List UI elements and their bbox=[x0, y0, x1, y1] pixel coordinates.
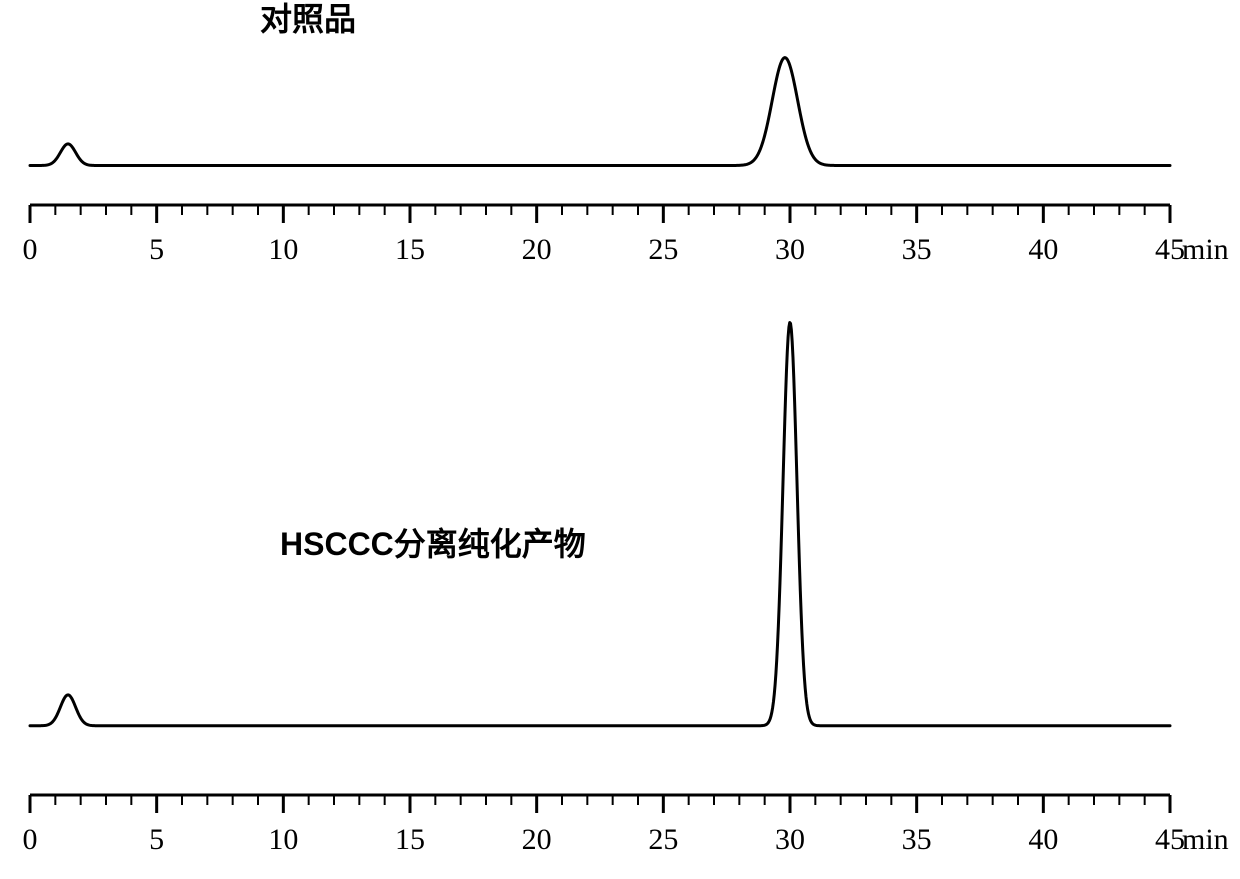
svg-text:对照品: 对照品 bbox=[260, 1, 356, 37]
svg-text:5: 5 bbox=[149, 233, 164, 266]
svg-text:10: 10 bbox=[268, 823, 298, 856]
svg-text:HSCCC分离纯化产物: HSCCC分离纯化产物 bbox=[280, 526, 586, 562]
svg-text:0: 0 bbox=[23, 233, 38, 266]
svg-text:20: 20 bbox=[522, 233, 552, 266]
svg-text:15: 15 bbox=[395, 823, 425, 856]
svg-text:40: 40 bbox=[1028, 233, 1058, 266]
svg-text:20: 20 bbox=[522, 823, 552, 856]
svg-text:45: 45 bbox=[1155, 823, 1185, 856]
svg-text:35: 35 bbox=[902, 823, 932, 856]
svg-text:min: min bbox=[1182, 823, 1229, 856]
svg-text:35: 35 bbox=[902, 233, 932, 266]
svg-text:15: 15 bbox=[395, 233, 425, 266]
figure-svg: 对照品051015202530354045minHSCCC分离纯化产物05101… bbox=[0, 0, 1240, 879]
svg-text:40: 40 bbox=[1028, 823, 1058, 856]
svg-text:25: 25 bbox=[648, 823, 678, 856]
svg-text:45: 45 bbox=[1155, 233, 1185, 266]
svg-text:30: 30 bbox=[775, 233, 805, 266]
chromatogram-figure: 对照品051015202530354045minHSCCC分离纯化产物05101… bbox=[0, 0, 1240, 879]
svg-text:0: 0 bbox=[23, 823, 38, 856]
svg-text:min: min bbox=[1182, 233, 1229, 266]
svg-text:30: 30 bbox=[775, 823, 805, 856]
svg-text:25: 25 bbox=[648, 233, 678, 266]
svg-text:10: 10 bbox=[268, 233, 298, 266]
svg-text:5: 5 bbox=[149, 823, 164, 856]
